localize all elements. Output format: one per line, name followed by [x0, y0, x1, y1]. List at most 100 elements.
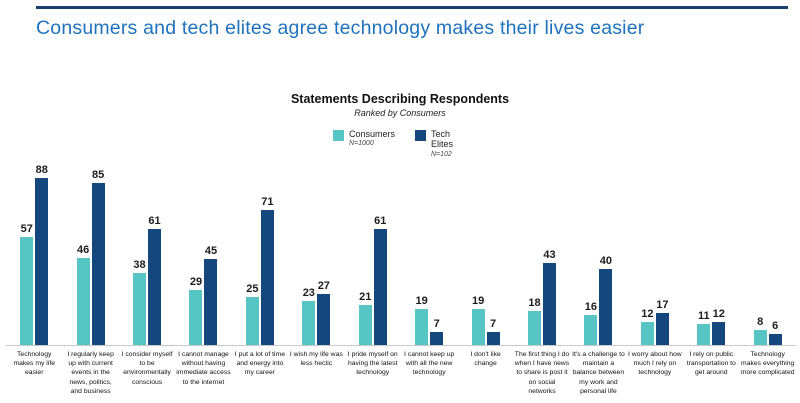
bar-group: 11 12 I rely on public transportation to g…: [683, 154, 740, 401]
bar-pair: 25 71: [232, 154, 288, 345]
bar-consumers: [415, 309, 429, 345]
bar-pair: 29 45: [175, 154, 231, 345]
bar-value-label: 61: [374, 215, 387, 227]
bar-consumers: [471, 309, 485, 345]
bar-value-label: 71: [261, 196, 274, 208]
legend-sublabel: N=102: [431, 150, 452, 158]
bar-group: 21 61 I pride myself on having the latest …: [344, 154, 401, 401]
bar-column-tech-elites: 71: [260, 196, 274, 345]
bar-tech-elites: [543, 263, 556, 345]
bar-value-label: 43: [543, 249, 556, 261]
bar-value-label: 7: [490, 318, 497, 330]
bar-value-label: 7: [433, 318, 440, 330]
bar-consumers: [189, 290, 203, 345]
legend-label: Consumers: [349, 129, 396, 139]
bar-column-consumers: 16: [584, 301, 598, 345]
bar-column-consumers: 25: [245, 283, 259, 345]
bar-column-consumers: 46: [76, 244, 90, 345]
bar-tech-elites: [712, 322, 726, 345]
category-label: I cannot manage without having immediate…: [175, 345, 232, 401]
chart-subtitle: Ranked by Consumers: [354, 108, 446, 118]
category-label: I consider myself to be environmentally …: [118, 345, 176, 401]
bar-value-label: 19: [471, 295, 485, 307]
bar-column-tech-elites: 88: [35, 164, 49, 345]
bar-column-consumers: 19: [471, 295, 485, 345]
bar-column-consumers: 18: [528, 297, 541, 345]
bar-group: 8 6 Technology makes everything more compl…: [739, 154, 796, 401]
bar-tech-elites: [486, 332, 500, 345]
bar-consumers: [302, 301, 316, 345]
bar-value-label: 18: [528, 297, 541, 309]
bar-column-tech-elites: 12: [712, 308, 726, 345]
bar-column-tech-elites: 7: [430, 318, 444, 345]
bar-tech-elites: [91, 183, 105, 345]
bar-consumers: [753, 330, 767, 345]
bar-value-label: 11: [697, 310, 710, 322]
bar-column-tech-elites: 45: [204, 245, 218, 345]
page-title: Consumers and tech elites agree technolo…: [36, 17, 645, 39]
category-label: I cannot keep up with all the new techno…: [400, 345, 458, 401]
bar-value-label: 19: [415, 295, 428, 307]
bar-groups: 57 88 Technology makes my life easier 46 85 I…: [6, 154, 796, 401]
legend-sublabel: N=1000: [349, 140, 374, 148]
category-label: I regularly keep up with current events …: [62, 345, 119, 401]
bar-column-consumers: 12: [640, 308, 654, 345]
bar-pair: 23 27: [288, 154, 344, 345]
bar-group: 12 17 I worry about how much I rely on tec…: [626, 154, 684, 401]
bar-tech-elites: [35, 178, 49, 345]
bar-chart-plot: 57 88 Technology makes my life easier 46 85 I…: [6, 154, 796, 403]
bar-tech-elites: [768, 334, 782, 345]
bar-pair: 19 7: [457, 154, 513, 345]
category-label: I worry about how much I rely on technol…: [626, 345, 684, 401]
bar-column-consumers: 57: [20, 223, 34, 345]
bar-value-label: 25: [246, 283, 259, 295]
bar-value-label: 46: [77, 244, 90, 256]
bar-tech-elites: [655, 313, 669, 345]
bar-value-label: 57: [20, 223, 33, 235]
bar-pair: 46 85: [62, 154, 118, 345]
bar-column-consumers: 8: [753, 316, 767, 345]
category-label: I don't like change: [457, 345, 514, 401]
category-label: I put a lot of time and energy into my c…: [231, 345, 289, 401]
bar-pair: 38 61: [119, 154, 175, 345]
bar-consumers: [245, 297, 259, 345]
bar-tech-elites: [430, 332, 444, 345]
bar-value-label: 40: [599, 255, 613, 267]
bar-consumers: [20, 237, 34, 345]
legend-text-tech-elites: Tech Elites N=102: [431, 129, 467, 158]
chart-title: Statements Describing Respondents: [290, 92, 510, 106]
bar-value-label: 8: [757, 316, 764, 328]
bar-column-consumers: 38: [133, 259, 147, 345]
bar-pair: 19 7: [401, 154, 457, 345]
chart-header: Statements Describing Respondents Ranked…: [0, 92, 800, 118]
bar-column-tech-elites: 85: [91, 169, 105, 345]
legend-swatch-tech-elites: [415, 130, 426, 141]
bar-group: 29 45 I cannot manage without having immed…: [175, 154, 232, 401]
bar-tech-elites: [204, 259, 218, 345]
category-label: Technology makes everything more complic…: [739, 345, 796, 401]
category-label: Technology makes my life easier: [6, 345, 63, 401]
bar-value-label: 16: [584, 301, 598, 313]
legend-text-consumers: Consumers N=1000: [349, 129, 396, 148]
bar-value-label: 12: [712, 308, 725, 320]
bar-column-consumers: 29: [189, 276, 203, 345]
bar-pair: 12 17: [627, 154, 683, 345]
bar-group: 23 27 I wish my life was less hectic: [288, 154, 345, 401]
bar-column-consumers: 23: [302, 287, 316, 345]
bar-pair: 18 43: [514, 154, 570, 345]
bar-pair: 11 12: [683, 154, 739, 345]
bar-column-tech-elites: 61: [148, 215, 162, 345]
bar-pair: 21 61: [345, 154, 401, 345]
bar-value-label: 29: [189, 276, 203, 288]
bar-value-label: 85: [92, 169, 105, 181]
category-label: It's a challenge to maintain a balance b…: [570, 345, 627, 401]
bar-column-tech-elites: 7: [486, 318, 500, 345]
bar-group: 16 40 It's a challenge to maintain a balan…: [570, 154, 627, 401]
legend-entry-tech-elites: Tech Elites N=102: [415, 129, 467, 158]
bar-group: 57 88 Technology makes my life easier: [6, 154, 63, 401]
bar-tech-elites: [148, 229, 162, 345]
category-label: I wish my life was less hectic: [288, 345, 345, 401]
category-label: The first thing I do when I have news to…: [513, 345, 571, 401]
bar-group: 25 71 I put a lot of time and energy into …: [231, 154, 289, 401]
bar-consumers: [584, 315, 598, 345]
